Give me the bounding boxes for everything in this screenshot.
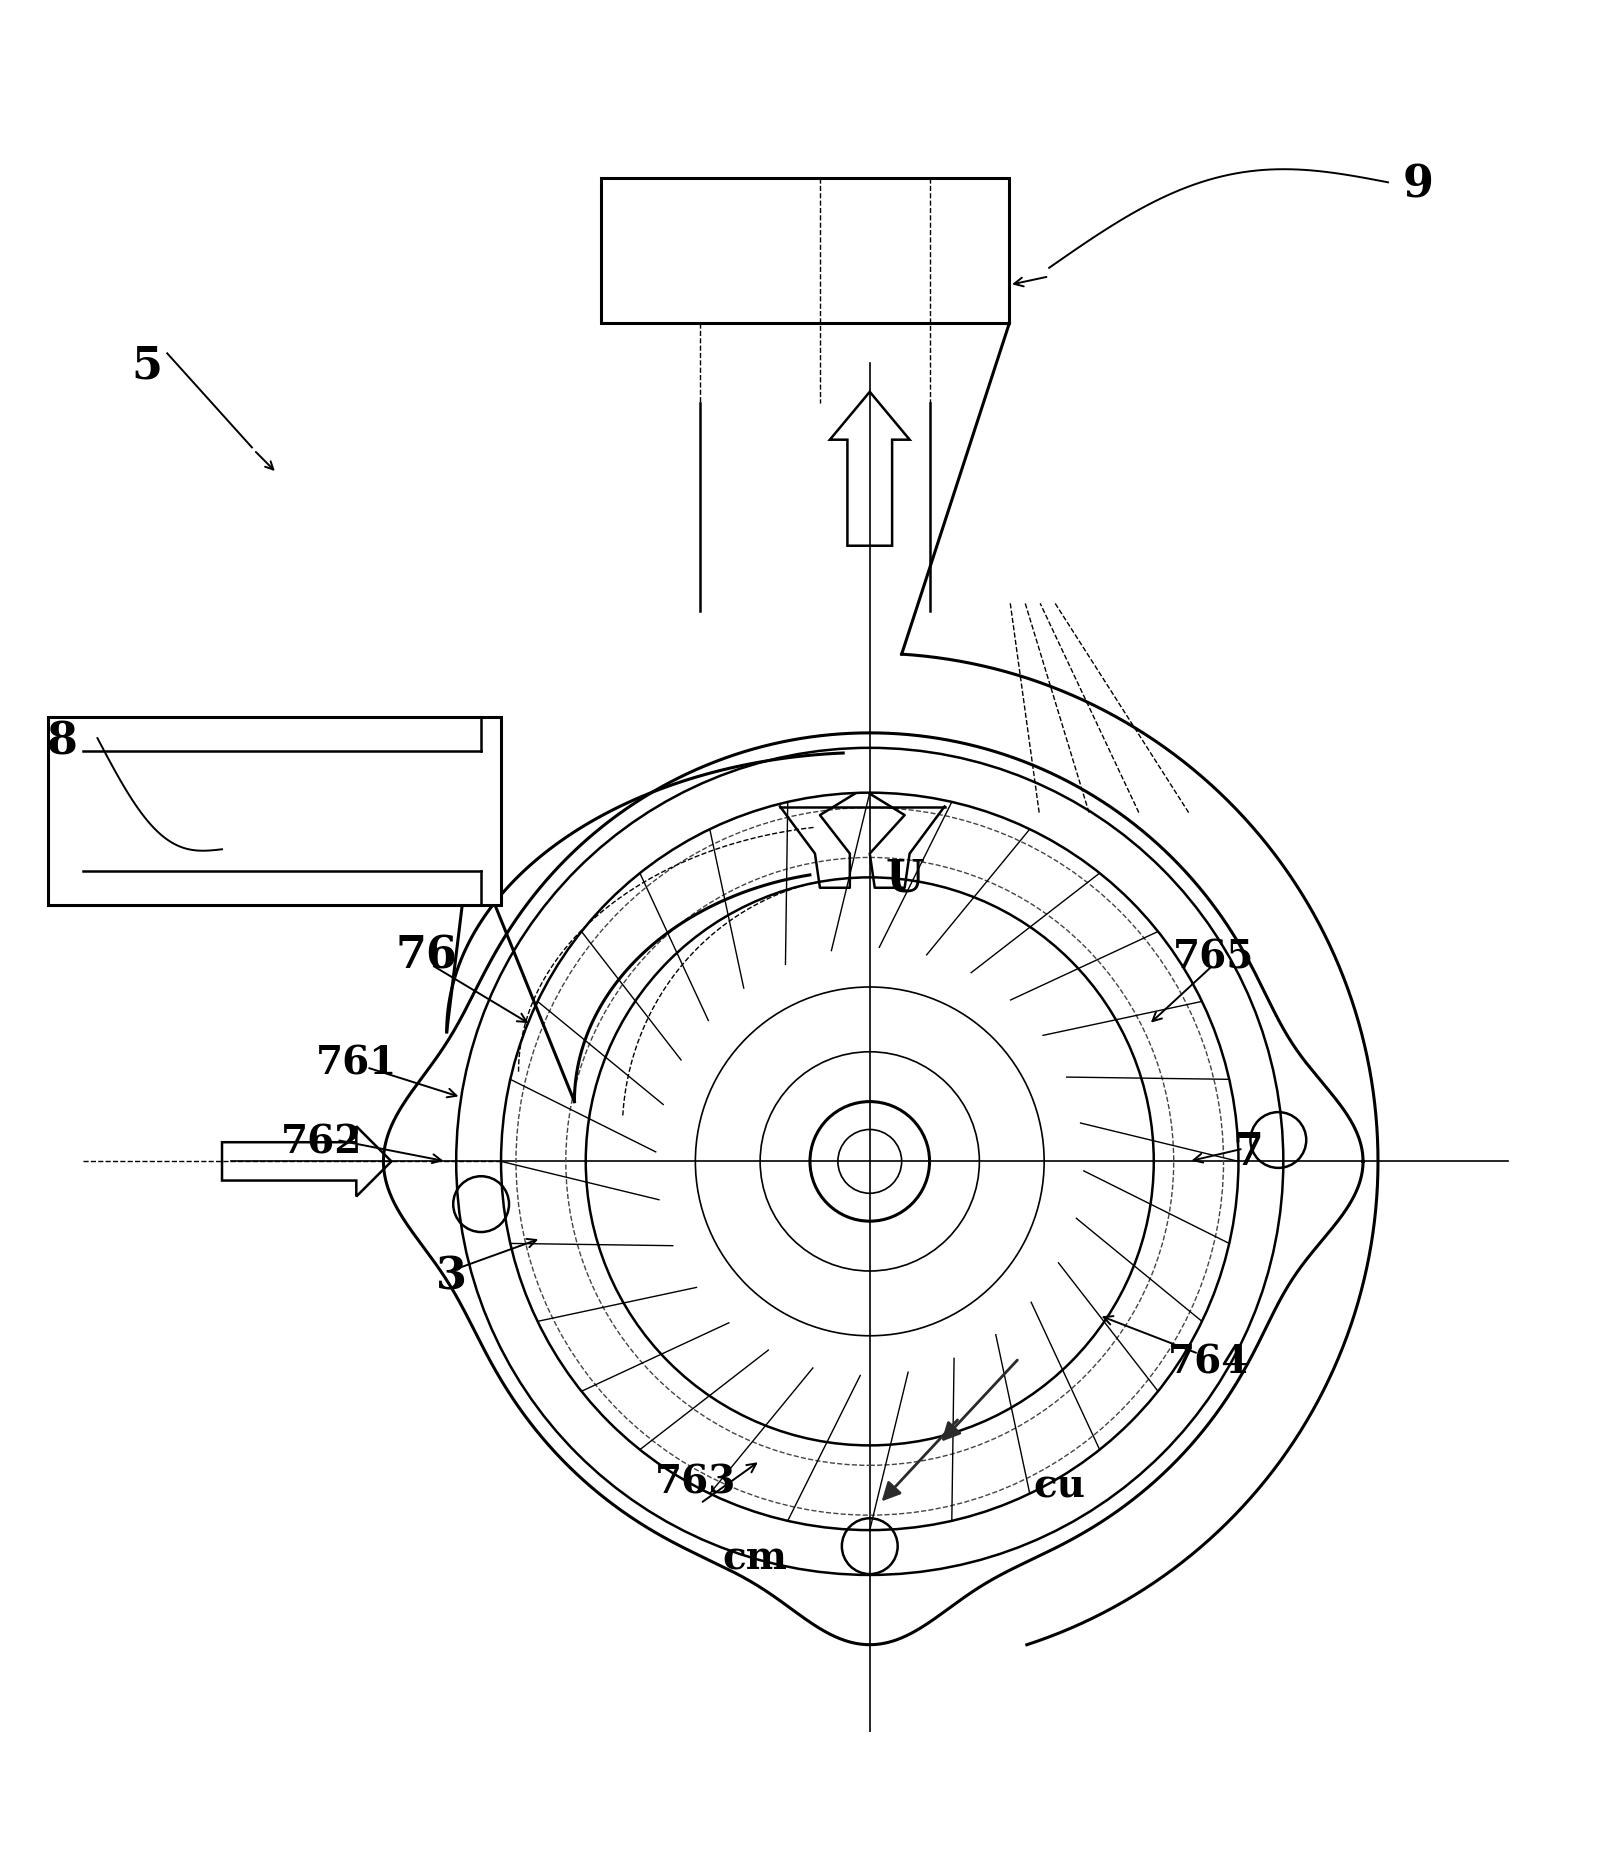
Text: cu: cu [1033, 1467, 1085, 1505]
Text: 8: 8 [46, 721, 78, 764]
Text: 761: 761 [316, 1044, 397, 1083]
Text: 765: 765 [1173, 939, 1254, 976]
Text: 764: 764 [1168, 1344, 1250, 1382]
Bar [48, 717, 501, 905]
Text: 763: 763 [655, 1464, 735, 1501]
Text: U: U [886, 857, 924, 900]
Text: 9: 9 [1402, 164, 1434, 207]
Bar [601, 177, 1009, 323]
Text: 3: 3 [436, 1255, 466, 1298]
Text: 76: 76 [396, 935, 457, 978]
Text: 7: 7 [1234, 1131, 1264, 1174]
Text: 762: 762 [280, 1124, 362, 1161]
Text: 5: 5 [131, 345, 163, 388]
Text: cm: cm [723, 1540, 788, 1578]
